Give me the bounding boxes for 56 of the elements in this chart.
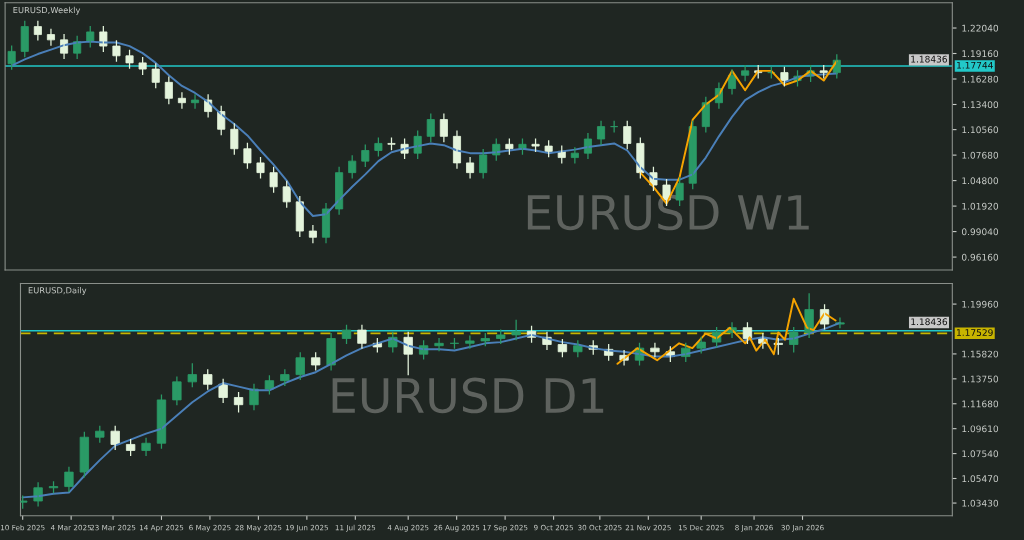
candlestick bbox=[99, 25, 108, 53]
candlestick bbox=[295, 352, 305, 381]
candlestick bbox=[387, 137, 396, 151]
candlestick bbox=[86, 25, 95, 48]
y-tick-label: 1.04800 bbox=[962, 177, 999, 185]
y-tick-label: 1.22040 bbox=[962, 24, 999, 32]
candlestick bbox=[269, 166, 278, 193]
candlestick bbox=[243, 142, 252, 169]
y-tick-label: 1.15820 bbox=[962, 350, 999, 358]
y-tick-label: 1.07680 bbox=[962, 151, 999, 159]
y-tick-label: 1.05470 bbox=[962, 475, 999, 483]
annotation: EURUSD D1 bbox=[332, 377, 604, 414]
candlestick bbox=[413, 130, 422, 160]
y-tick-label: 1.19960 bbox=[962, 300, 999, 308]
candlestick bbox=[465, 335, 475, 349]
annotation: EURUSD,Daily bbox=[28, 286, 87, 296]
y-tick-label: 1.11680 bbox=[962, 400, 999, 408]
ref-line-label: 1.17529 bbox=[957, 329, 993, 336]
y-tick-label: 1.01920 bbox=[962, 202, 999, 210]
candlestick bbox=[172, 376, 182, 406]
ref-line-label: 1.17744 bbox=[957, 61, 993, 69]
candlestick bbox=[256, 156, 265, 179]
candlestick bbox=[357, 324, 367, 349]
y-tick-label: 1.07540 bbox=[962, 450, 999, 458]
candlestick bbox=[688, 120, 697, 190]
candlestick bbox=[348, 155, 357, 179]
candlestick bbox=[79, 431, 90, 478]
candlestick bbox=[187, 363, 197, 388]
y-tick-label: 0.96160 bbox=[961, 253, 999, 261]
candlestick bbox=[780, 66, 789, 87]
candlestick bbox=[819, 64, 828, 79]
candlestick bbox=[203, 369, 213, 390]
y-tick-label: 1.13400 bbox=[962, 101, 999, 109]
candlestick bbox=[650, 342, 660, 358]
candlestick bbox=[110, 425, 120, 450]
y-tick-label: 1.13750 bbox=[962, 375, 999, 383]
candlestick bbox=[341, 324, 352, 344]
y-tick-label: 1.10560 bbox=[962, 126, 999, 134]
candlestick bbox=[7, 45, 16, 70]
candlestick bbox=[112, 40, 121, 62]
y-tick-label: 1.09610 bbox=[962, 425, 999, 433]
text: 1.18436 bbox=[911, 55, 948, 63]
annotation: EURUSD,Weekly bbox=[13, 6, 81, 15]
annotation: 1.18436 bbox=[911, 318, 948, 326]
candlestick bbox=[479, 149, 488, 179]
candlestick bbox=[531, 138, 540, 153]
y-tick-label: 0.99040 bbox=[961, 228, 999, 236]
candlestick bbox=[151, 63, 160, 89]
y-tick-label: 1.03430 bbox=[962, 499, 999, 507]
candlestick bbox=[361, 144, 370, 168]
candlestick bbox=[282, 180, 291, 208]
candlestick bbox=[511, 319, 521, 341]
y-tick-label: 1.16280 bbox=[962, 75, 999, 83]
annotation: EURUSD W1 bbox=[527, 194, 809, 231]
y-tick-label: 1.19160 bbox=[962, 50, 999, 58]
candlestick bbox=[230, 123, 239, 155]
